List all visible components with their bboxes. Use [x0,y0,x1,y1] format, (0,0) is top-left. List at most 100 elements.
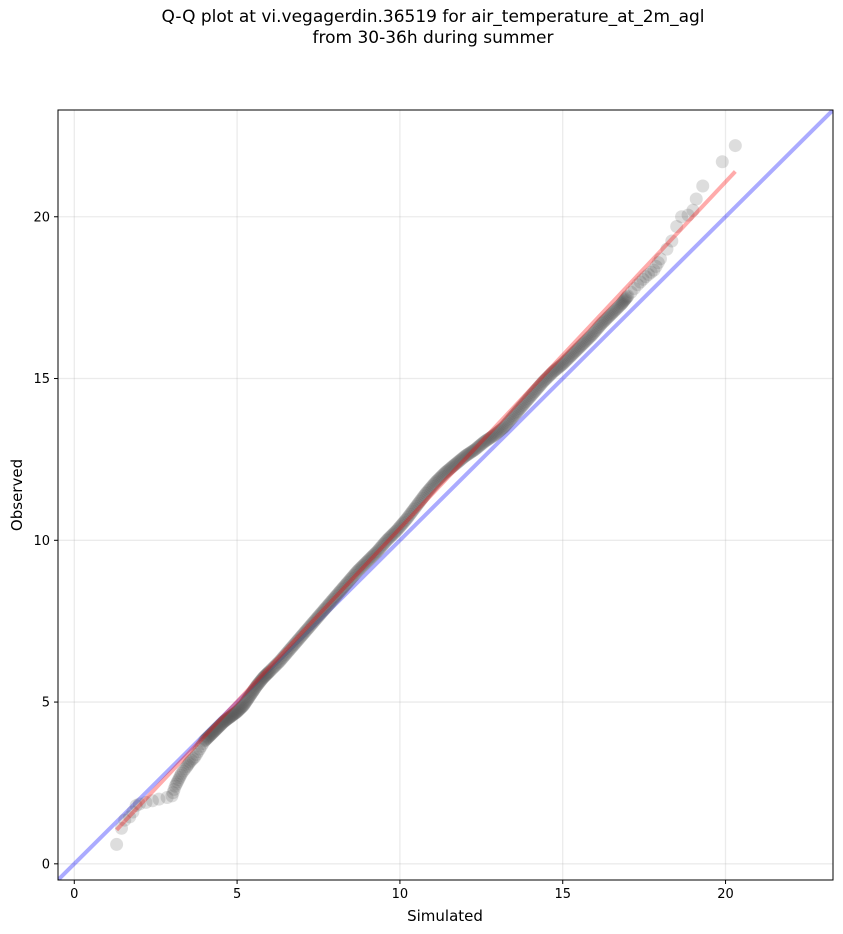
quantile-point [337,580,351,594]
quantile-point [402,509,416,523]
quantile-point [210,722,224,736]
quantile-point [277,649,291,663]
quantile-point [492,424,506,438]
quantile-point [225,708,239,722]
quantile-point [307,615,321,629]
quantile-point [681,208,695,222]
quantile-point [202,730,216,744]
quantile-point [114,821,128,835]
quantile-point [580,333,594,347]
quantile-point [476,436,490,450]
quantile-point [253,675,267,689]
quantile-point [572,341,586,355]
quantile-point [534,378,548,392]
quantile-point [242,690,256,704]
quantile-point [234,701,248,715]
quantile-point [431,473,445,487]
quantile-point [262,665,276,679]
quantile-point [408,501,422,515]
quantile-point [686,203,700,217]
quantile-point [230,705,244,719]
quantile-point [397,515,411,529]
quantile-point [392,521,406,535]
quantile-point [255,672,269,686]
quantile-point [418,488,432,502]
quantile-point [403,507,417,521]
quantile-point [165,789,179,803]
quantile-point [660,242,674,256]
quantile-point [491,425,505,439]
quantile-point [330,588,344,602]
quantile-point [373,542,387,556]
quantile-point [550,362,564,376]
quantile-point [189,747,203,761]
quantile-point [715,155,729,169]
quantile-point [503,413,517,427]
quantile-point [178,762,192,776]
quantile-point [261,666,275,680]
quantile-point [459,448,473,462]
quantile-point [296,628,310,642]
quantile-point [553,359,567,373]
quantile-point [407,503,421,517]
quantile-point [265,662,279,676]
quantile-point [167,782,181,796]
quantile-point [281,645,295,659]
quantile-point [241,692,255,706]
quantile-point [522,392,536,406]
quantile-point [435,469,449,483]
quantile-point [498,419,512,433]
quantile-point [675,210,689,224]
quantile-point [387,526,401,540]
quantile-point [421,484,435,498]
quantile-point [479,434,493,448]
quantile-point [537,374,551,388]
quantile-point [414,493,428,507]
quantile-point [166,786,180,800]
quantile-point [404,506,418,520]
quantile-point [464,445,478,459]
quantile-point [508,407,522,421]
quantile-point [647,263,661,277]
quantile-point [185,753,199,767]
quantile-point [618,293,632,307]
quantile-point [434,470,448,484]
quantile-point [513,402,527,416]
quantile-point [511,404,525,418]
quantile-point [309,612,323,626]
quantile-point [386,527,400,541]
quantile-point [216,715,230,729]
quantile-point [174,768,188,782]
quantile-point [288,636,302,650]
quantile-point [443,461,457,475]
quantile-point [321,598,335,612]
quantile-point [481,432,495,446]
quantile-point [333,584,347,598]
plot-area [58,110,833,880]
quantile-point [651,256,665,270]
quantile-point [353,562,367,576]
quantile-point [170,775,184,789]
quantile-point [410,498,424,512]
quantile-point [399,512,413,526]
quantile-point [331,587,345,601]
x-tick-label: 20 [717,887,734,902]
quantile-point [352,563,366,577]
quantile-point [326,592,340,606]
axis-ticks: 0 5 10 15 20 0 5 10 15 20 [33,210,733,902]
quantile-point [176,764,190,778]
quantile-point [474,438,488,452]
quantile-point [486,429,500,443]
quantile-point [453,453,467,467]
quantile-point [500,417,514,431]
quantile-point [641,267,655,281]
quantile-point [239,695,253,709]
quantile-point [644,265,658,279]
quantile-point [484,431,498,445]
quantile-point [528,385,542,399]
quantile-point [129,799,143,813]
quantile-point [247,683,261,697]
quantile-point [228,707,242,721]
quantile-point [238,696,252,710]
quantile-point [312,609,326,623]
